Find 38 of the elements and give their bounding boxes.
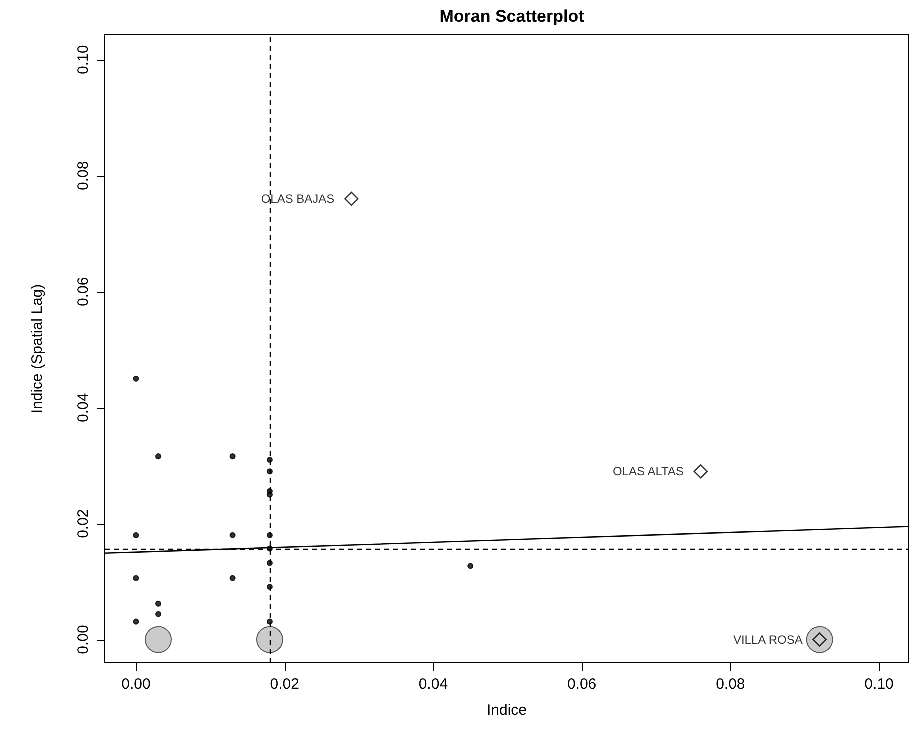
- x-axis-title: Indice: [486, 702, 528, 719]
- x-tick-label: 0.04: [418, 676, 448, 693]
- x-tick-label: 0.08: [716, 676, 746, 693]
- point: [256, 626, 284, 654]
- point: [230, 532, 236, 538]
- point: [806, 626, 834, 654]
- x-tick-label: 0.00: [122, 676, 151, 693]
- point: [133, 618, 140, 625]
- x-tick-label: 0.02: [270, 676, 300, 693]
- annotation: OLAS ALTAS: [613, 464, 684, 479]
- annotation: VILLA ROSA: [733, 632, 803, 647]
- chart-title: Moran Scatterplot: [440, 7, 585, 26]
- x-tick-label: 0.10: [864, 676, 894, 693]
- point: [266, 618, 273, 625]
- point: [266, 584, 273, 590]
- point: [266, 492, 273, 498]
- point: [694, 464, 708, 479]
- point: [156, 611, 162, 618]
- y-tick-label: 0.10: [75, 45, 92, 75]
- point: [266, 457, 273, 464]
- y-tick-label: 0.06: [75, 277, 92, 306]
- y-tick-label: 0.00: [75, 625, 92, 654]
- y-tick-label: 0.02: [75, 509, 92, 538]
- x-tick-label: 0.06: [567, 676, 597, 693]
- y-tick-label: 0.04: [75, 393, 92, 422]
- point: [133, 532, 140, 538]
- point: [133, 376, 140, 382]
- annotation: OLAS BAJAS: [261, 192, 335, 206]
- y-axis-title: Indice (Spatial Lag): [29, 284, 46, 414]
- point: [145, 626, 172, 654]
- point: [230, 575, 236, 582]
- point: [344, 192, 359, 206]
- point: [468, 563, 474, 570]
- point: [156, 454, 162, 460]
- point: [133, 575, 140, 582]
- point: [156, 600, 162, 607]
- y-tick-label: 0.08: [75, 161, 92, 191]
- point: [230, 454, 236, 460]
